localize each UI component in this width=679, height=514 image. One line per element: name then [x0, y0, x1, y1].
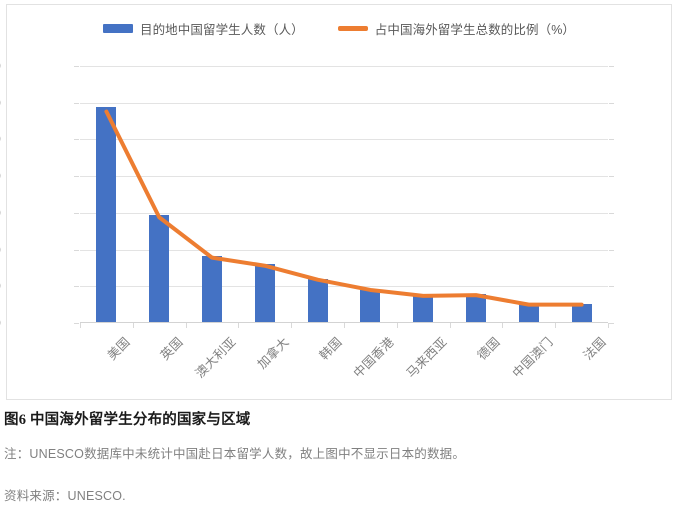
figure-note: 注：UNESCO数据库中未统计中国赴日本留学人数，故上图中不显示日本的数据。	[4, 447, 466, 461]
bar[interactable]	[571, 303, 592, 323]
bar[interactable]	[149, 215, 170, 323]
x-axis-label: 中国香港	[351, 334, 398, 381]
bar[interactable]	[254, 264, 275, 323]
y-axis-left-tick-label: 150,000	[0, 206, 1, 220]
bar[interactable]	[413, 295, 434, 323]
bar[interactable]	[202, 256, 222, 323]
y-axis-left-tick-mark	[74, 323, 79, 324]
y-axis-right-tick-mark	[609, 176, 614, 178]
y-axis-right-tick-mark	[609, 286, 614, 288]
bar[interactable]	[307, 278, 328, 323]
figure-source: 资料来源：UNESCO.	[4, 489, 126, 503]
x-axis-tick-mark	[238, 323, 240, 328]
x-axis-label: 美国	[105, 334, 134, 363]
bar[interactable]	[518, 303, 539, 323]
x-axis-tick-mark	[132, 323, 134, 328]
bar[interactable]	[360, 289, 381, 323]
x-axis-label: 中国澳门	[509, 334, 556, 381]
x-axis-label: 马来西亚	[404, 334, 450, 381]
y-axis-left-tick-mark	[74, 139, 79, 141]
chart-container: 目的地中国留学生人数（人） 占中国海外留学生总数的比例（%） 050,00010…	[0, 4, 672, 400]
x-axis-label: 韩国	[316, 334, 345, 363]
x-axis-label: 法国	[580, 334, 609, 363]
y-axis-right-tick-mark	[609, 139, 614, 141]
line-series-path	[104, 109, 584, 307]
figure-caption: 图6 中国海外留学生分布的国家与区域	[4, 412, 251, 428]
x-axis-tick-mark	[396, 323, 398, 328]
y-axis-right-tick-mark	[609, 212, 614, 214]
y-axis-left-tick-label: 250,000	[0, 132, 1, 146]
y-axis-right-tick-mark	[609, 66, 614, 67]
y-axis-left-tick-label: 200,000	[0, 169, 1, 183]
y-axis-left-tick-label: 0	[0, 316, 1, 330]
gridline	[80, 139, 608, 141]
x-axis-tick-mark	[185, 323, 187, 328]
gridline	[80, 176, 608, 178]
x-axis-label: 澳大利亚	[192, 334, 239, 381]
y-axis-left-tick-mark	[74, 249, 79, 251]
y-axis-right-tick-mark	[609, 249, 614, 251]
x-axis-tick-mark	[344, 323, 345, 328]
x-axis-tick-mark	[291, 323, 293, 328]
y-axis-left-tick-mark	[74, 212, 79, 214]
x-axis-label: 英国	[158, 334, 186, 363]
plot-wrapper: 0 50,000 100,000 150,000 200,000 250,000 300,0…	[0, 5, 671, 399]
x-axis-tick-mark	[608, 323, 609, 328]
y-axis-right-tick-mark	[609, 102, 614, 104]
y-axis-left-tick-label: 100,000	[0, 243, 1, 257]
x-axis-tick-mark	[80, 323, 81, 328]
x-axis-baseline	[80, 322, 608, 323]
y-axis-left-tick-label: 350,000	[0, 59, 1, 73]
x-axis-tick-mark	[449, 323, 451, 328]
y-axis-left-tick-mark	[74, 176, 79, 178]
gridline	[80, 212, 608, 214]
y-axis-left-tick-label: 300,000	[0, 96, 1, 110]
bar[interactable]	[466, 294, 486, 323]
y-axis-left-tick-label: 50,000	[0, 279, 1, 293]
y-axis-right-tick-mark	[609, 323, 614, 324]
gridline	[80, 66, 608, 67]
y-axis-left-tick-mark	[74, 66, 79, 67]
y-axis-left-tick-mark	[74, 286, 79, 288]
x-axis-tick-mark	[555, 323, 557, 328]
y-axis-left-tick-mark	[74, 102, 79, 104]
bar[interactable]	[96, 107, 117, 323]
x-axis-label: 德国	[474, 334, 503, 363]
x-axis-label: 加拿大	[254, 334, 292, 372]
x-axis-tick-mark	[502, 323, 504, 328]
gridline	[80, 102, 608, 104]
plot-area: 0 50,000 100,000 150,000 200,000 250,000 300,0…	[0, 59, 614, 330]
